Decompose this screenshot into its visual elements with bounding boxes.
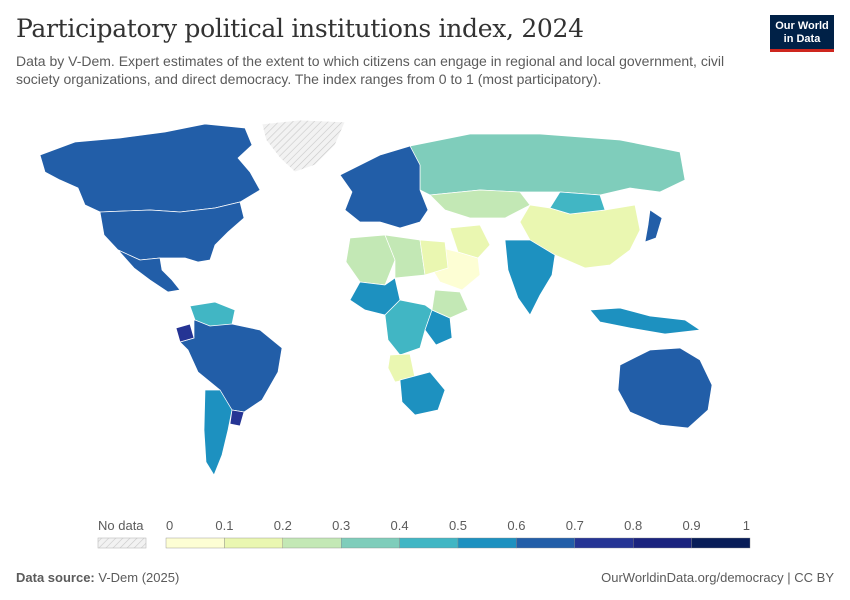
country-region[interactable]: Brazil [179, 319, 283, 413]
chart-subtitle: Data by V-Dem. Expert estimates of the e… [16, 53, 725, 87]
legend-bin[interactable] [165, 537, 225, 549]
owid-logo[interactable]: Our World in Data [770, 15, 834, 52]
chart-title: Participatory political institutions ind… [16, 14, 584, 43]
country-region[interactable]: Ecuador [175, 323, 195, 343]
country-region[interactable]: Uruguay [229, 409, 245, 427]
country-region[interactable]: Venezuela [189, 301, 236, 327]
logo-line-1: Our World [775, 20, 829, 32]
legend-no-data-swatch[interactable] [97, 537, 147, 549]
country-region[interactable]: Mexico [117, 249, 181, 293]
legend-no-data-label: No data [98, 518, 144, 533]
country-region[interactable]: Europe [339, 145, 429, 229]
legend-tick-label: 0 [166, 518, 173, 533]
country-region[interactable]: Australia [617, 347, 713, 429]
legend-bin[interactable] [224, 537, 283, 549]
world-map: CanadaUnited StatesMexicoGreenlandBrazil… [39, 119, 713, 476]
legend-tick-label: 0.3 [332, 518, 350, 533]
country-region[interactable]: Kazakhstan [429, 189, 531, 219]
legend-tick-label: 0.8 [624, 518, 642, 533]
legend-bin[interactable] [633, 537, 692, 549]
legend-tick-label: 0.4 [391, 518, 409, 533]
country-region[interactable]: Mongolia [549, 191, 606, 215]
legend-tick-label: 0.9 [683, 518, 701, 533]
country-region[interactable]: Russia [409, 133, 686, 196]
credit-link[interactable]: OurWorldinData.org/democracy | CC BY [601, 570, 834, 585]
country-region[interactable]: Japan [644, 209, 663, 243]
color-legend: No data 0 0.1 0.2 0.3 0.4 0.5 0.6 0.7 0.8 0.9 1 [97, 518, 751, 549]
legend-bin[interactable] [516, 537, 576, 549]
data-source: Data source: V-Dem (2025) [16, 570, 179, 585]
legend-bin[interactable] [457, 537, 517, 549]
legend-tick-label: 1 [743, 518, 750, 533]
legend-tick-label: 0.6 [507, 518, 525, 533]
legend-bin[interactable] [341, 537, 400, 549]
legend-bin[interactable] [691, 537, 751, 549]
country-region[interactable]: South Africa [399, 371, 446, 416]
country-region[interactable]: Iran [449, 224, 491, 259]
country-region[interactable]: Indonesia [589, 307, 701, 335]
country-region[interactable]: Canada [39, 123, 261, 213]
legend-tick-label: 0.5 [449, 518, 467, 533]
country-region[interactable]: Greenland [261, 119, 346, 173]
logo-line-2: in Data [783, 33, 821, 45]
country-region[interactable]: Ethiopia [431, 289, 469, 319]
legend-tick-label: 0.7 [566, 518, 584, 533]
country-region[interactable]: Libya [384, 234, 426, 279]
legend-bin[interactable] [399, 537, 459, 549]
country-region[interactable]: DR Congo [384, 299, 433, 356]
legend-bin[interactable] [282, 537, 342, 549]
legend-tick-label: 0.1 [215, 518, 233, 533]
legend-tick-label: 0.2 [274, 518, 292, 533]
country-region[interactable]: Egypt [419, 239, 449, 276]
country-region[interactable]: Argentina [203, 389, 233, 476]
country-region[interactable]: India [504, 239, 556, 316]
legend-bin[interactable] [574, 537, 634, 549]
data-source-label: Data source: [16, 570, 95, 585]
data-source-value[interactable]: V-Dem (2025) [98, 570, 180, 585]
